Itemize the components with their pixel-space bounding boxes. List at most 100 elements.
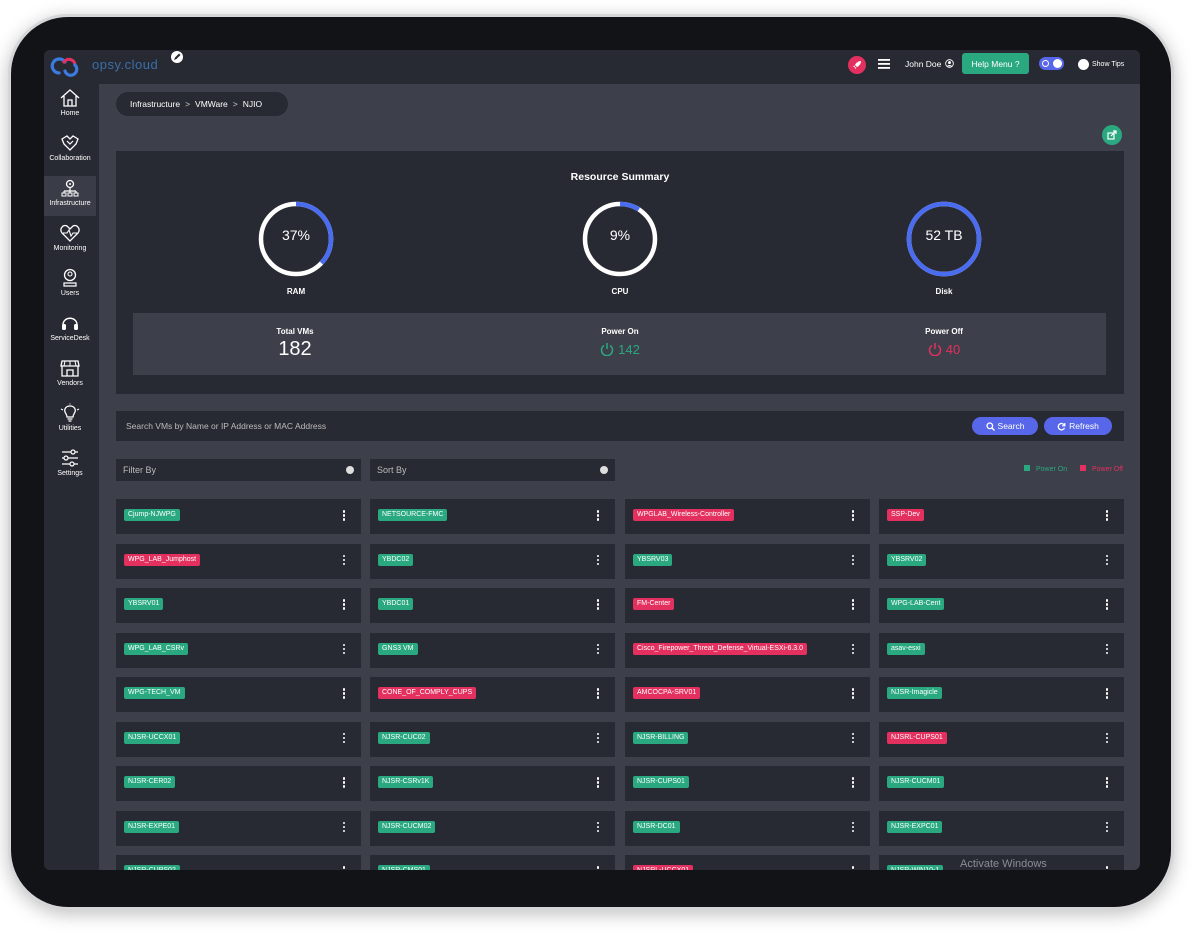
export-button[interactable]	[1102, 125, 1122, 145]
vm-name-tag[interactable]: FM-Center	[633, 598, 675, 610]
vm-search-input[interactable]	[126, 418, 926, 434]
sidebar-item-collaboration[interactable]: Collaboration	[44, 131, 96, 171]
sidebar-item-vendors[interactable]: Vendors	[44, 356, 96, 396]
user-name[interactable]: John Doe	[905, 59, 942, 69]
vm-name-tag[interactable]: NJSR-CUPS02	[124, 865, 180, 870]
vm-card[interactable]: WPG-TECH_VM	[116, 677, 361, 712]
vm-name-tag[interactable]: YBDC01	[378, 598, 414, 610]
search-button[interactable]: Search	[972, 417, 1038, 435]
vm-card[interactable]: NJSR-EXPE01	[116, 810, 361, 846]
sidebar-item-users[interactable]: Users	[44, 266, 96, 306]
vm-name-tag[interactable]: YBDC02	[378, 553, 414, 566]
vm-card[interactable]: YBSRV01	[116, 588, 361, 623]
kebab-menu-icon[interactable]	[595, 866, 601, 870]
vm-name-tag[interactable]: WPG-TECH_VM	[124, 687, 185, 699]
kebab-menu-icon[interactable]	[1104, 866, 1110, 870]
kebab-menu-icon[interactable]	[1104, 732, 1110, 747]
kebab-menu-icon[interactable]	[595, 732, 601, 747]
vm-card[interactable]: NJSR-CSRv1K	[370, 766, 615, 801]
kebab-menu-icon[interactable]	[595, 510, 601, 524]
sort-by-select[interactable]: Sort By	[370, 459, 615, 481]
hamburger-menu-icon[interactable]	[878, 58, 890, 70]
vm-card[interactable]: NJSR-CUPS01	[625, 766, 870, 801]
vm-card[interactable]: NJSRL-UCCX01	[625, 855, 870, 870]
sidebar-item-home[interactable]: Home	[44, 86, 96, 126]
vm-card[interactable]: NJSRL-CUPS01	[879, 721, 1124, 757]
vm-name-tag[interactable]: NJSR-EXPE01	[124, 820, 180, 833]
kebab-menu-icon[interactable]	[341, 732, 347, 747]
help-menu-button[interactable]: Help Menu ?	[962, 53, 1029, 74]
breadcrumb-item-infrastructure[interactable]: Infrastructure	[130, 99, 181, 109]
clear-filter-icon[interactable]	[346, 466, 354, 474]
kebab-menu-icon[interactable]	[341, 821, 347, 836]
kebab-menu-icon[interactable]	[341, 554, 347, 569]
vm-card[interactable]: SSP-Dev	[879, 499, 1124, 534]
vm-card[interactable]: NJSR-CER02	[116, 766, 361, 801]
sidebar-item-monitoring[interactable]: Monitoring	[44, 221, 96, 261]
kebab-menu-icon[interactable]	[850, 510, 856, 524]
kebab-menu-icon[interactable]	[595, 688, 601, 702]
vm-name-tag[interactable]: NJSR-CUPS01	[633, 776, 689, 788]
vm-name-tag[interactable]: NJSR-CUCM01	[887, 776, 945, 788]
show-tips-toggle[interactable]	[1078, 59, 1089, 70]
vm-name-tag[interactable]: asav-esxi	[887, 642, 925, 655]
kebab-menu-icon[interactable]	[850, 732, 856, 747]
vm-name-tag[interactable]: WPG_LAB_CSRv	[124, 642, 189, 655]
vm-card[interactable]: FM-Center	[625, 588, 870, 623]
vm-card[interactable]: CONE_OF_COMPLY_CUPS	[370, 677, 615, 712]
vm-name-tag[interactable]: NJSR-DC01	[633, 820, 680, 833]
vm-card[interactable]: AMCOCPA-SRV01	[625, 677, 870, 712]
kebab-menu-icon[interactable]	[341, 688, 347, 702]
vm-card[interactable]: NJSR-CUC02	[370, 721, 615, 757]
theme-toggle[interactable]	[1039, 57, 1064, 70]
vm-name-tag[interactable]: NJSR-Imagicle	[887, 687, 942, 699]
vm-name-tag[interactable]: NJSR-BILLING	[633, 731, 689, 744]
vm-card[interactable]: NJSR-CUPS02	[116, 855, 361, 870]
vm-card[interactable]: WPG-LAB-Cent	[879, 588, 1124, 623]
kebab-menu-icon[interactable]	[1104, 821, 1110, 836]
vm-name-tag[interactable]: YBSRV01	[124, 598, 164, 610]
vm-card[interactable]: NJSR-CMS01	[370, 855, 615, 870]
kebab-menu-icon[interactable]	[341, 866, 347, 870]
vm-card[interactable]: NJSR-Imagicle	[879, 677, 1124, 712]
vm-card[interactable]: NJSR-DC01	[625, 810, 870, 846]
vm-card[interactable]: NJSR-CUCM02	[370, 810, 615, 846]
kebab-menu-icon[interactable]	[1104, 777, 1110, 791]
kebab-menu-icon[interactable]	[850, 643, 856, 658]
kebab-menu-icon[interactable]	[850, 599, 856, 613]
vm-name-tag[interactable]: NJSRL-UCCX01	[633, 865, 694, 870]
kebab-menu-icon[interactable]	[1104, 599, 1110, 613]
sidebar-item-utilities[interactable]: Utilities	[44, 401, 96, 441]
vm-card[interactable]: Cjump-NJWPG	[116, 499, 361, 534]
vm-name-tag[interactable]: NETSOURCE-FMC	[378, 509, 448, 521]
vm-name-tag[interactable]: Cjump-NJWPG	[124, 509, 180, 521]
kebab-menu-icon[interactable]	[850, 777, 856, 791]
vm-name-tag[interactable]: Cisco_Firepower_Threat_Defense_Virtual-E…	[633, 642, 808, 655]
vm-card[interactable]: NJSR-CUCM01	[879, 766, 1124, 801]
kebab-menu-icon[interactable]	[1104, 688, 1110, 702]
vm-name-tag[interactable]: WPG_LAB_Jumphost	[124, 553, 201, 566]
vm-card[interactable]: WPGLAB_Wireless-Controller	[625, 499, 870, 534]
vm-card[interactable]: WPG_LAB_CSRv	[116, 632, 361, 668]
vm-card[interactable]: GNS3 VM	[370, 632, 615, 668]
vm-name-tag[interactable]: SSP-Dev	[887, 509, 924, 521]
kebab-menu-icon[interactable]	[850, 688, 856, 702]
kebab-menu-icon[interactable]	[595, 777, 601, 791]
kebab-menu-icon[interactable]	[341, 777, 347, 791]
vm-name-tag[interactable]: NJSRL-CUPS01	[887, 731, 947, 744]
vm-name-tag[interactable]: WPG-LAB-Cent	[887, 598, 945, 610]
vm-card[interactable]: NJSR-UCCX01	[116, 721, 361, 757]
vm-name-tag[interactable]: NJSR-CER02	[124, 776, 176, 788]
filter-by-select[interactable]: Filter By	[116, 459, 361, 481]
vm-name-tag[interactable]: YBSRV02	[887, 553, 927, 566]
vm-name-tag[interactable]: NJSR-UCCX01	[124, 731, 181, 744]
vm-card[interactable]: Cisco_Firepower_Threat_Defense_Virtual-E…	[625, 632, 870, 668]
sidebar-item-servicedesk[interactable]: ServiceDesk	[44, 311, 96, 351]
rocket-button[interactable]	[848, 56, 866, 74]
refresh-button[interactable]: Refresh	[1044, 417, 1112, 435]
kebab-menu-icon[interactable]	[1104, 643, 1110, 658]
vm-name-tag[interactable]: NJSR-CUCM02	[378, 820, 436, 833]
kebab-menu-icon[interactable]	[341, 599, 347, 613]
vm-name-tag[interactable]: CONE_OF_COMPLY_CUPS	[378, 687, 477, 699]
kebab-menu-icon[interactable]	[341, 643, 347, 658]
